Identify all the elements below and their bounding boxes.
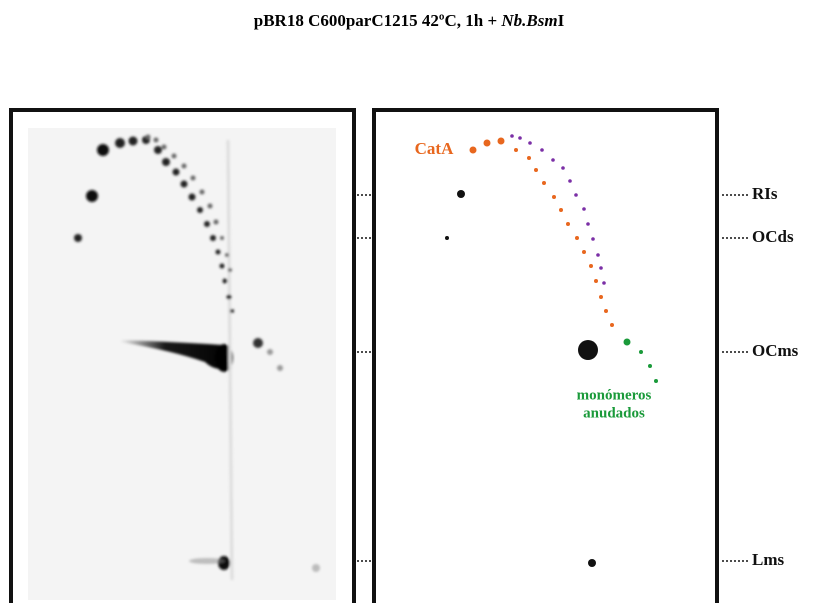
figure: pBR18 C600parC1215 42ºC, 1h + Nb.BsmI Ca… [0, 0, 818, 603]
dot [559, 208, 563, 212]
dot [639, 350, 643, 354]
gel-spot [228, 268, 232, 272]
gel-spot [181, 181, 188, 188]
gel-spot [146, 135, 151, 140]
title: pBR18 C600parC1215 42ºC, 1h + Nb.BsmI [254, 11, 565, 30]
dot [582, 207, 586, 211]
gel-spot [227, 295, 232, 300]
gel-spot [210, 235, 216, 241]
gel-spot [216, 250, 221, 255]
annotation: CatA [415, 139, 454, 158]
dot [566, 222, 570, 226]
dot [599, 266, 603, 270]
band-label: OCds [752, 227, 794, 246]
band-label: Lms [752, 550, 785, 569]
gel-spot [129, 137, 138, 146]
annotation: anudados [583, 405, 645, 421]
dot [599, 295, 603, 299]
title-italic: Nb.Bsm [500, 11, 557, 30]
gel-spot [162, 145, 167, 150]
dot [484, 140, 491, 147]
gel-spot [97, 144, 109, 156]
gel-spot [253, 338, 263, 348]
gel-spot [220, 236, 224, 240]
title-text: I [558, 11, 565, 30]
dot [470, 147, 477, 154]
gel-spot [189, 194, 196, 201]
dot [624, 339, 631, 346]
gel-spot [74, 234, 82, 242]
dot [514, 148, 518, 152]
dot [551, 158, 555, 162]
title-text: pBR18 C600parC1215 42ºC, 1h + [254, 11, 502, 30]
dot [457, 190, 465, 198]
dot [575, 236, 579, 240]
gel-spot [220, 264, 225, 269]
gel-spot [277, 365, 283, 371]
gel-spot [182, 164, 187, 169]
gel-spot [230, 309, 234, 313]
band-label: OCms [752, 341, 799, 360]
dot [594, 279, 598, 283]
gel-spot [173, 169, 180, 176]
dot [445, 236, 449, 240]
gel-spot [204, 221, 210, 227]
dot [648, 364, 652, 368]
dot [561, 166, 565, 170]
gel-spot [223, 279, 228, 284]
band-label: RIs [752, 184, 778, 203]
dot [586, 222, 590, 226]
dot [591, 237, 595, 241]
dot [604, 309, 608, 313]
gel-spot [115, 138, 125, 148]
dot [552, 195, 556, 199]
dot [527, 156, 531, 160]
gel-spot [200, 190, 205, 195]
gel-spot [214, 220, 219, 225]
annotation: monómeros [577, 387, 652, 403]
dot [654, 379, 658, 383]
dot [589, 264, 593, 268]
dot [568, 179, 572, 183]
dot [596, 253, 600, 257]
dot [602, 281, 606, 285]
gel-spot [154, 146, 162, 154]
gel-spot [197, 207, 203, 213]
dot [574, 193, 578, 197]
dot [540, 148, 544, 152]
dot [582, 250, 586, 254]
gel-background [28, 128, 336, 600]
dot [510, 134, 514, 138]
gel-spot [86, 190, 98, 202]
dot [518, 136, 522, 140]
gel-spot [267, 349, 273, 355]
dot [542, 181, 546, 185]
gel-spot [225, 253, 229, 257]
dot [498, 138, 505, 145]
dot [534, 168, 538, 172]
dot [588, 559, 596, 567]
gel-spot [172, 154, 177, 159]
gel-spot [191, 176, 196, 181]
gel-spot [154, 138, 159, 143]
gel-smear [189, 558, 225, 564]
dot [610, 323, 614, 327]
dot [578, 340, 598, 360]
gel-spot [208, 204, 213, 209]
gel-spot [162, 158, 170, 166]
dot [528, 141, 532, 145]
gel-spot [312, 564, 320, 572]
